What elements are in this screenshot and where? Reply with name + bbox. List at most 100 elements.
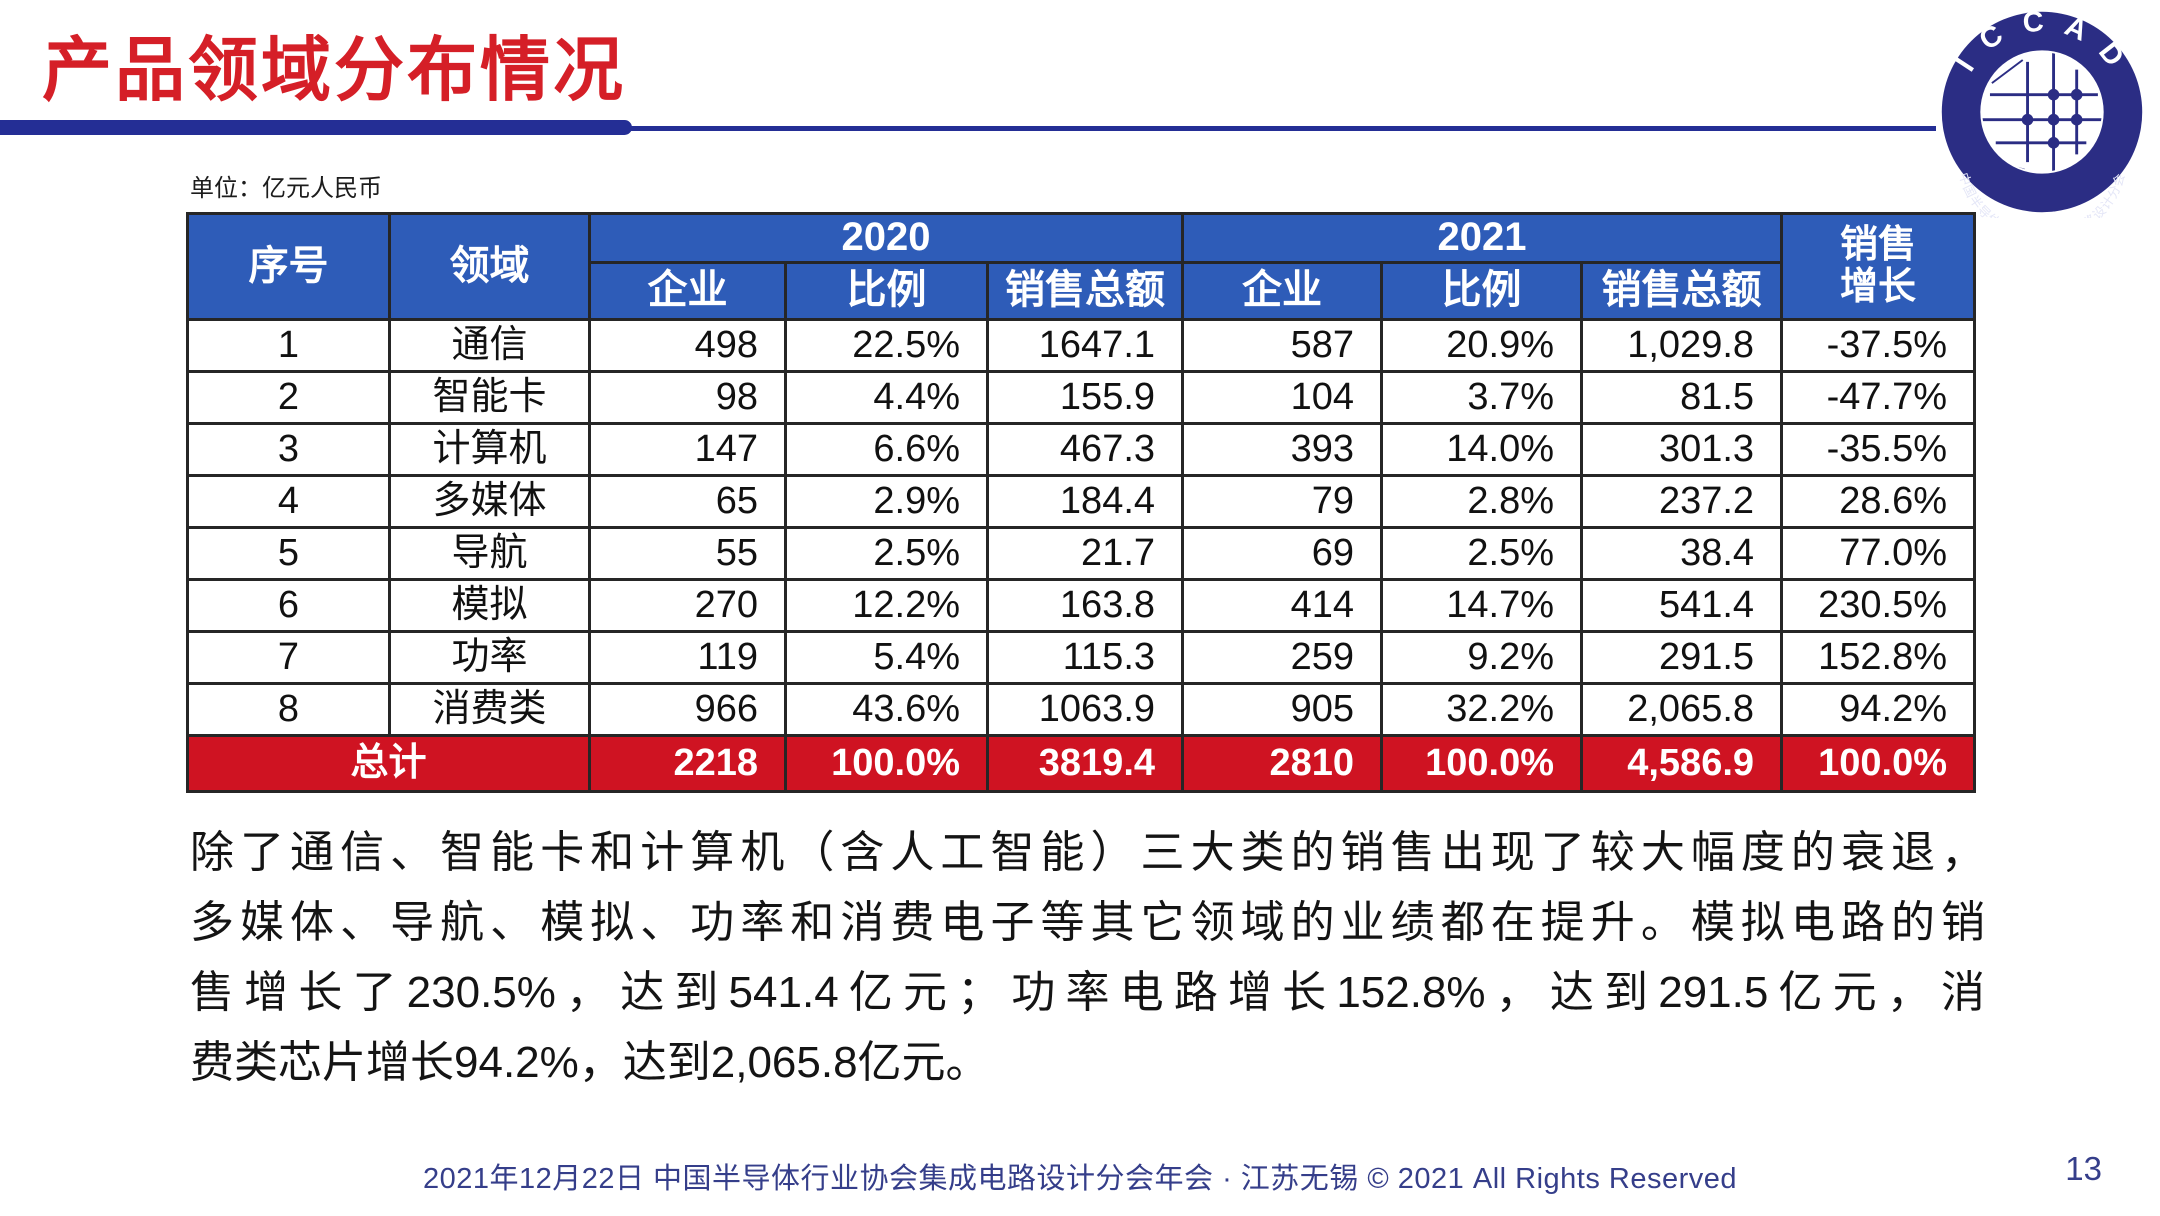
cell-value: 5.4%	[784, 630, 989, 685]
total-label: 总计	[186, 734, 591, 793]
header-no: 序号	[186, 212, 391, 321]
cell-value: 259	[1181, 630, 1384, 685]
cell-value: 4.4%	[784, 370, 989, 425]
table-header: 序号 领域 2020 2021 销售 增长 企业 比例 销售总额 企业 比例 销…	[186, 212, 1977, 321]
total-value: 100.0%	[1380, 734, 1584, 793]
cell-value: 115.3	[985, 630, 1185, 685]
cell-value: 2.5%	[784, 526, 989, 581]
cell-value: 14.7%	[1380, 578, 1584, 633]
cell-value: 43.6%	[784, 682, 989, 737]
paragraph-line: 费类芯片增长94.2%，达到2,065.8亿元。	[190, 1038, 990, 1087]
cell-index: 7	[186, 630, 391, 685]
header-sales-growth-line2: 增长	[1840, 265, 1917, 308]
table-row: 8 消费类 966 43.6% 1063.9 905 32.2% 2,065.8 94.2%	[186, 682, 1977, 737]
cell-index: 2	[186, 370, 391, 425]
header-2021-sales: 销售总额	[1580, 261, 1784, 321]
table-row: 4 多媒体 65 2.9% 184.4 79 2.8% 237.2 28.6%	[186, 474, 1977, 529]
header-2021: 2021	[1181, 212, 1784, 264]
cell-value: 3.7%	[1380, 370, 1584, 425]
cell-index: 1	[186, 318, 391, 373]
paragraph-line: 除了通信、智能卡和计算机（含人工智能）三大类的销售出现了较大幅度的衰退，	[190, 828, 1985, 877]
cell-index: 4	[186, 474, 391, 529]
cell-value: 9.2%	[1380, 630, 1584, 685]
page-number: 13	[2065, 1150, 2102, 1187]
total-value: 100.0%	[784, 734, 989, 793]
cell-value: 20.9%	[1380, 318, 1584, 373]
header-domain: 领域	[388, 212, 591, 321]
cell-value: 541.4	[1580, 578, 1784, 633]
cell-value: 2.5%	[1380, 526, 1584, 581]
cell-value: 2.9%	[784, 474, 989, 529]
cell-value: 2.8%	[1380, 474, 1584, 529]
table-footer: 总计 2218 100.0% 3819.4 2810 100.0% 4,586.…	[186, 734, 1977, 793]
data-table: 序号 领域 2020 2021 销售 增长 企业 比例 销售总额 企业 比例 销…	[186, 212, 1977, 793]
cell-value: 905	[1181, 682, 1384, 737]
cell-value: 79	[1181, 474, 1384, 529]
header-2020-ratio: 比例	[784, 261, 989, 321]
cell-domain: 通信	[388, 318, 591, 373]
table-row: 3 计算机 147 6.6% 467.3 393 14.0% 301.3 -35.5%	[186, 422, 1977, 477]
cell-value: 152.8%	[1780, 630, 1977, 685]
cell-value: 414	[1181, 578, 1384, 633]
cell-value: 301.3	[1580, 422, 1784, 477]
header-sales-growth-line1: 销售	[1840, 224, 1917, 267]
cell-value: 587	[1181, 318, 1384, 373]
cell-value: 1063.9	[985, 682, 1185, 737]
paragraph-line: 售增长了230.5%，达到541.4亿元；功率电路增长152.8%，达到291.…	[190, 968, 1985, 1017]
title-divider-line	[620, 126, 1936, 131]
cell-index: 8	[186, 682, 391, 737]
table-body: 1 通信 498 22.5% 1647.1 587 20.9% 1,029.8 -37.5% 2 智…	[186, 318, 1977, 737]
cell-value: 69	[1181, 526, 1384, 581]
cell-value: 98	[588, 370, 787, 425]
cell-value: 21.7	[985, 526, 1185, 581]
body-paragraph: 除了通信、智能卡和计算机（含人工智能）三大类的销售出现了较大幅度的衰退， 多媒体、…	[190, 818, 1985, 1098]
title-divider-bar	[0, 120, 632, 135]
cell-value: -35.5%	[1780, 422, 1977, 477]
cell-value: 966	[588, 682, 787, 737]
cell-value: -47.7%	[1780, 370, 1977, 425]
cell-value: 6.6%	[784, 422, 989, 477]
cell-value: 81.5	[1580, 370, 1784, 425]
paragraph-line: 多媒体、导航、模拟、功率和消费电子等其它领域的业绩都在提升。模拟电路的销	[190, 898, 1985, 947]
cell-value: 119	[588, 630, 787, 685]
header-2021-companies: 企业	[1181, 261, 1384, 321]
page-title: 产品领域分布情况	[42, 31, 626, 109]
cell-value: 393	[1181, 422, 1384, 477]
cell-domain: 消费类	[388, 682, 591, 737]
cell-value: 2,065.8	[1580, 682, 1784, 737]
cell-value: 184.4	[985, 474, 1185, 529]
total-value: 3819.4	[985, 734, 1185, 793]
cell-index: 5	[186, 526, 391, 581]
total-value: 2810	[1181, 734, 1384, 793]
cell-domain: 导航	[388, 526, 591, 581]
cell-domain: 计算机	[388, 422, 591, 477]
cell-value: 28.6%	[1780, 474, 1977, 529]
cell-value: 104	[1181, 370, 1384, 425]
cell-value: 55	[588, 526, 787, 581]
logo-inner-circle	[1980, 50, 2104, 174]
cell-domain: 模拟	[388, 578, 591, 633]
cell-value: 94.2%	[1780, 682, 1977, 737]
cell-value: 32.2%	[1380, 682, 1584, 737]
cell-value: -37.5%	[1780, 318, 1977, 373]
header-2021-ratio: 比例	[1380, 261, 1584, 321]
cell-value: 163.8	[985, 578, 1185, 633]
cell-domain: 功率	[388, 630, 591, 685]
total-value: 4,586.9	[1580, 734, 1784, 793]
iccad-logo-icon: I C C A D 中国半导体行业协会集成电路设计分会	[1941, 6, 2143, 218]
cell-value: 22.5%	[784, 318, 989, 373]
cell-value: 237.2	[1580, 474, 1784, 529]
unit-label: 单位：亿元人民币	[190, 175, 382, 202]
cell-value: 498	[588, 318, 787, 373]
cell-value: 38.4	[1580, 526, 1784, 581]
table-row: 7 功率 119 5.4% 115.3 259 9.2% 291.5 152.8%	[186, 630, 1977, 685]
table-row: 1 通信 498 22.5% 1647.1 587 20.9% 1,029.8 -37.5%	[186, 318, 1977, 373]
cell-value: 270	[588, 578, 787, 633]
header-2020-sales: 销售总额	[985, 261, 1185, 321]
cell-value: 1647.1	[985, 318, 1185, 373]
cell-value: 12.2%	[784, 578, 989, 633]
cell-value: 14.0%	[1380, 422, 1584, 477]
cell-value: 147	[588, 422, 787, 477]
cell-value: 1,029.8	[1580, 318, 1784, 373]
